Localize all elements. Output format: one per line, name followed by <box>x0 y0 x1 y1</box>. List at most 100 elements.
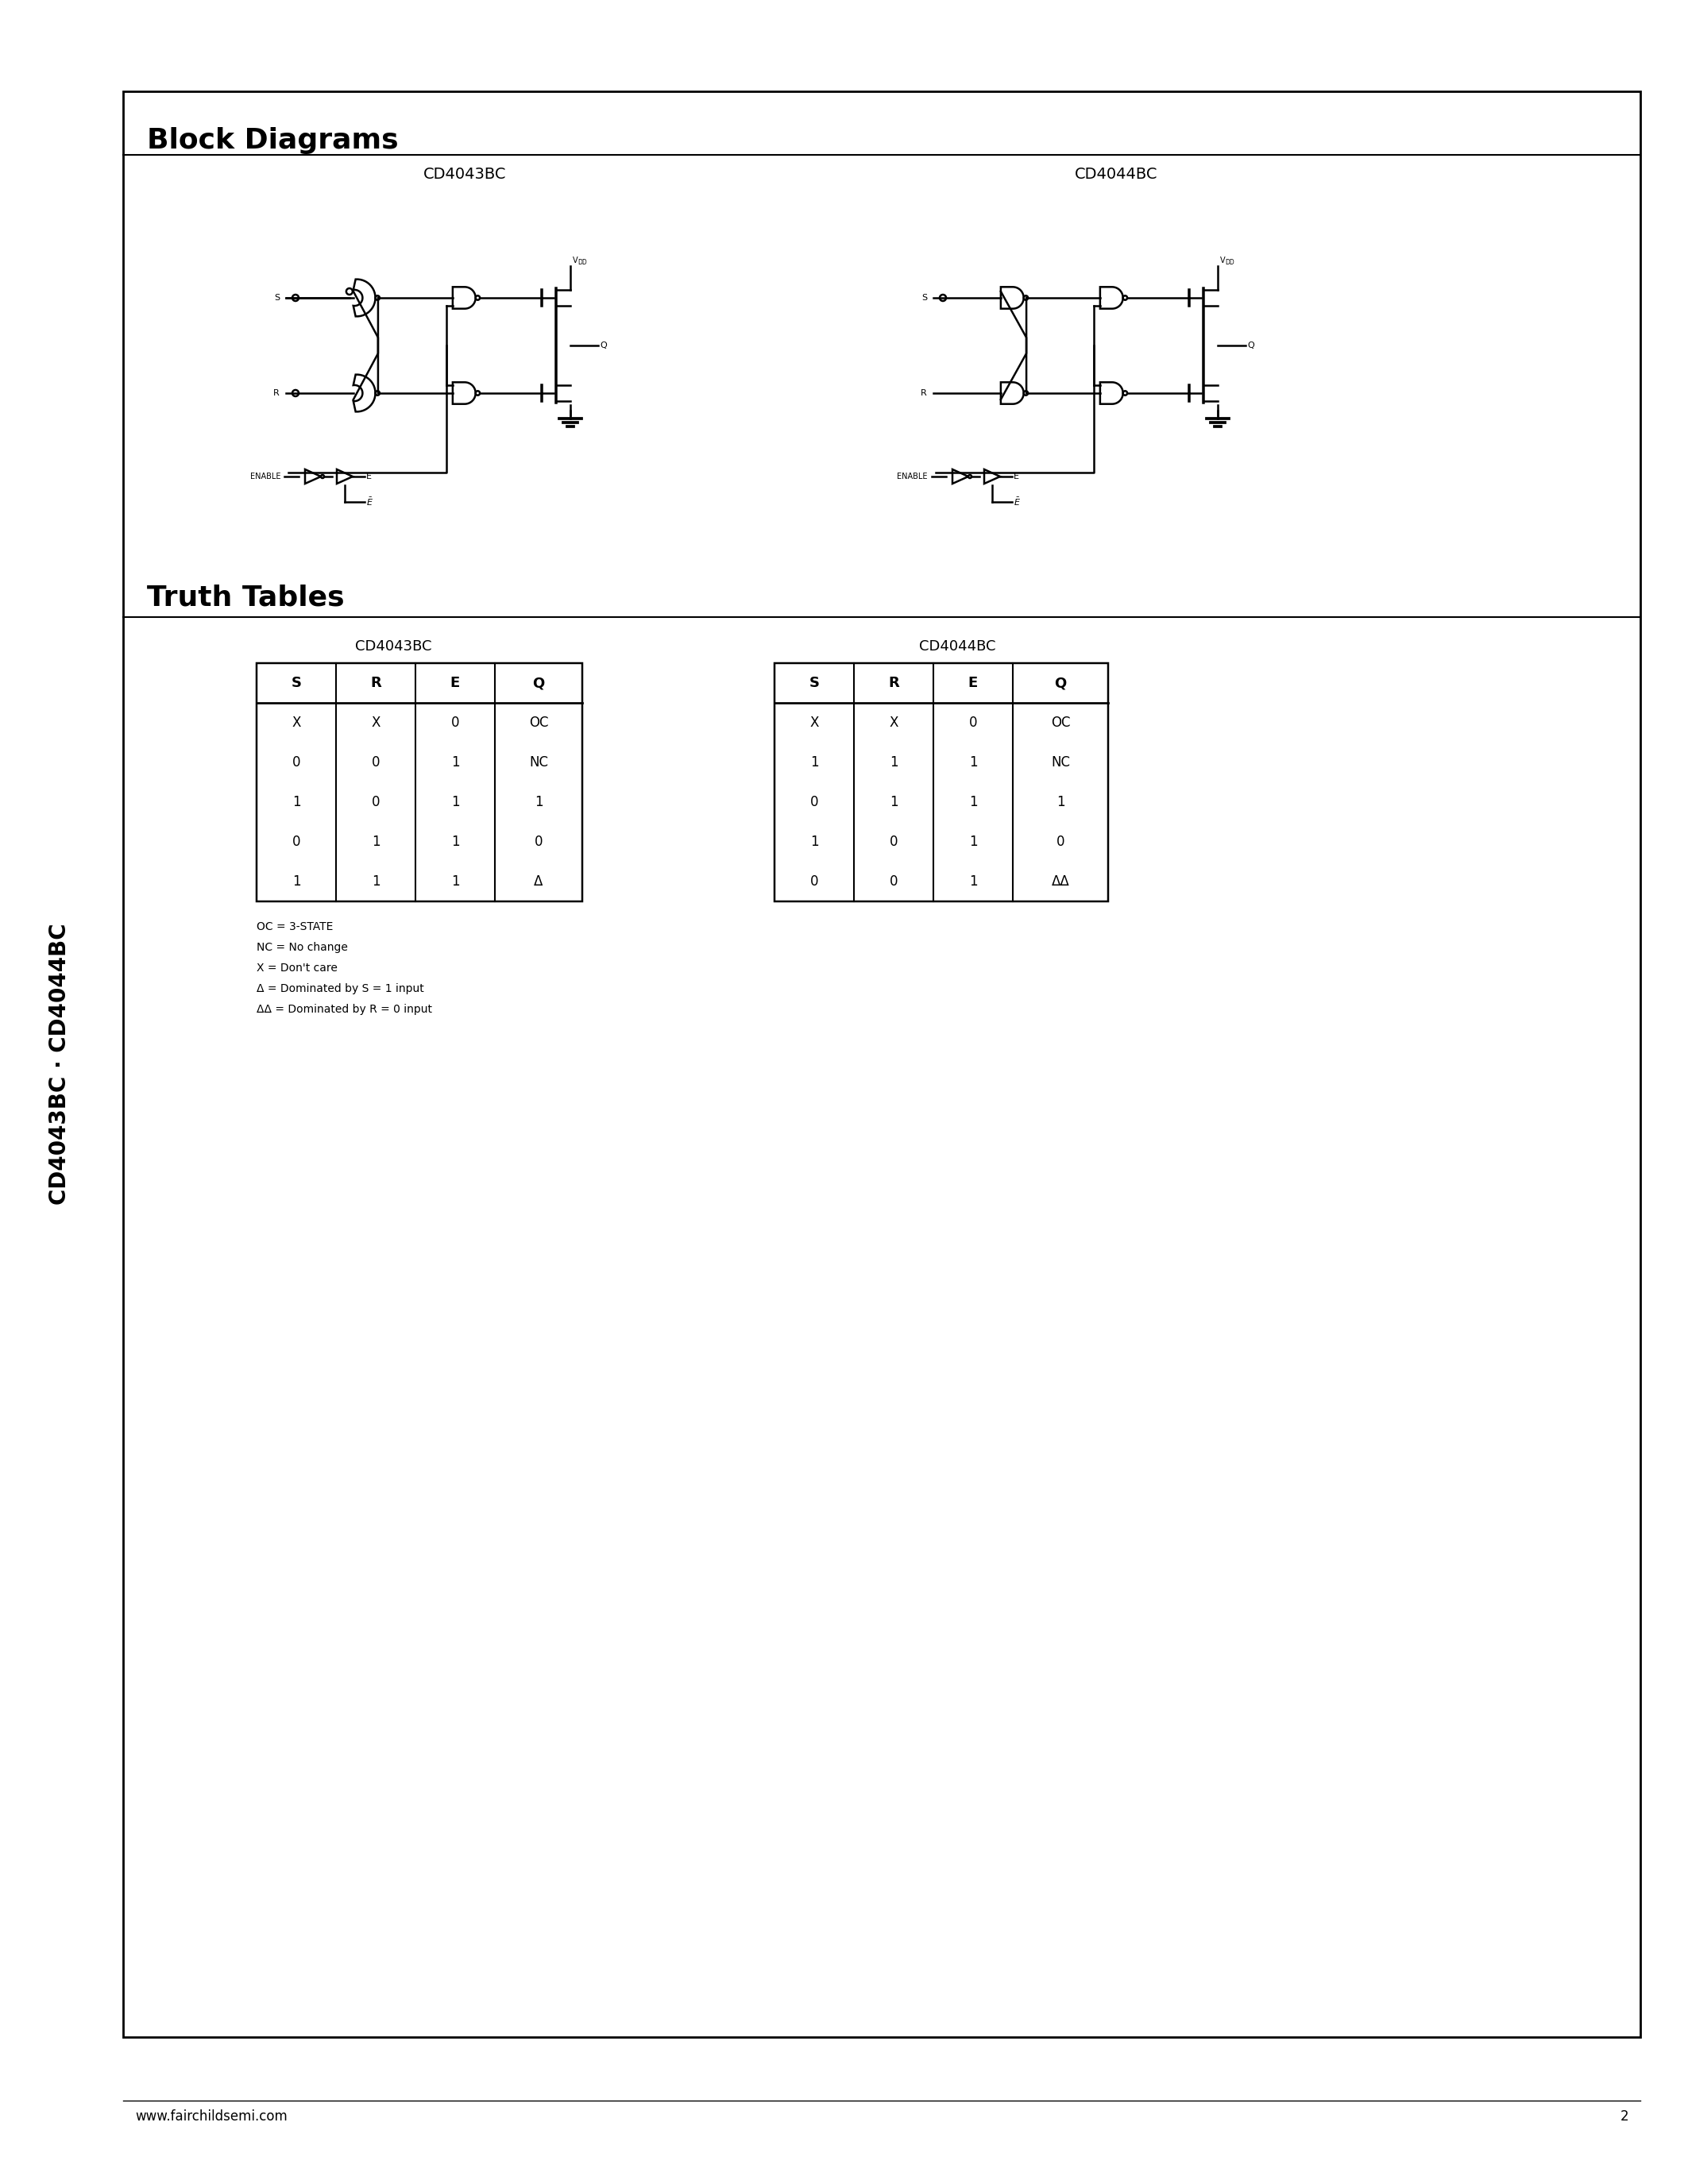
Text: 1: 1 <box>451 874 459 889</box>
Text: E: E <box>1013 472 1020 480</box>
Text: S: S <box>922 295 927 301</box>
Text: 0: 0 <box>1057 834 1065 850</box>
Text: 0: 0 <box>890 834 898 850</box>
Text: $\bar{E}$: $\bar{E}$ <box>1013 496 1021 507</box>
Bar <box>775 664 1107 902</box>
Text: 0: 0 <box>969 716 977 729</box>
Text: 1: 1 <box>969 795 977 810</box>
Text: CD4043BC: CD4043BC <box>424 166 506 181</box>
Polygon shape <box>952 470 969 483</box>
Circle shape <box>1023 295 1028 299</box>
Text: CD4043BC: CD4043BC <box>354 640 432 653</box>
Text: X = Don't care: X = Don't care <box>257 963 338 974</box>
Circle shape <box>375 391 380 395</box>
Text: S: S <box>273 295 280 301</box>
Text: V: V <box>1220 256 1225 264</box>
Text: X: X <box>371 716 380 729</box>
Circle shape <box>292 295 299 301</box>
Text: X: X <box>292 716 300 729</box>
Text: 1: 1 <box>292 795 300 810</box>
Text: OC = 3-STATE: OC = 3-STATE <box>257 922 333 933</box>
Text: 0: 0 <box>371 795 380 810</box>
Text: 0: 0 <box>535 834 544 850</box>
Text: 0: 0 <box>292 756 300 769</box>
Text: V: V <box>572 256 577 264</box>
Polygon shape <box>338 470 353 483</box>
Bar <box>123 92 1641 2038</box>
Text: 0: 0 <box>810 874 819 889</box>
Circle shape <box>375 295 380 299</box>
Text: 0: 0 <box>292 834 300 850</box>
Text: R: R <box>273 389 280 397</box>
Text: www.fairchildsemi.com: www.fairchildsemi.com <box>135 2110 287 2123</box>
Text: E: E <box>969 675 977 690</box>
Text: Δ: Δ <box>533 874 544 889</box>
Polygon shape <box>1001 382 1023 404</box>
Text: DD: DD <box>1225 260 1234 266</box>
Text: 1: 1 <box>969 834 977 850</box>
Text: X: X <box>810 716 819 729</box>
Circle shape <box>476 295 479 299</box>
Circle shape <box>1123 391 1128 395</box>
Text: CD4043BC · CD4044BC: CD4043BC · CD4044BC <box>49 924 71 1206</box>
Text: 1: 1 <box>451 834 459 850</box>
Text: Block Diagrams: Block Diagrams <box>147 127 398 155</box>
Text: NC: NC <box>1052 756 1070 769</box>
Text: 1: 1 <box>810 834 819 850</box>
Text: ENABLE: ENABLE <box>898 472 928 480</box>
Circle shape <box>1123 295 1128 299</box>
Polygon shape <box>1001 286 1023 308</box>
Circle shape <box>321 474 324 478</box>
Text: 1: 1 <box>969 756 977 769</box>
Text: OC: OC <box>528 716 549 729</box>
Text: Q: Q <box>532 675 545 690</box>
Text: ΔΔ: ΔΔ <box>1052 874 1070 889</box>
Text: 1: 1 <box>1057 795 1065 810</box>
Text: Q: Q <box>1055 675 1067 690</box>
Text: X: X <box>890 716 898 729</box>
Text: 1: 1 <box>451 795 459 810</box>
Bar <box>257 664 582 902</box>
Circle shape <box>940 295 945 301</box>
Text: R: R <box>922 389 927 397</box>
Polygon shape <box>452 286 476 308</box>
Text: CD4044BC: CD4044BC <box>1075 166 1158 181</box>
Text: ΔΔ = Dominated by R = 0 input: ΔΔ = Dominated by R = 0 input <box>257 1005 432 1016</box>
Text: CD4044BC: CD4044BC <box>918 640 996 653</box>
Text: $\bar{E}$: $\bar{E}$ <box>366 496 373 507</box>
Text: DD: DD <box>577 260 587 266</box>
Polygon shape <box>353 280 375 317</box>
Text: 0: 0 <box>371 756 380 769</box>
Text: R: R <box>888 675 900 690</box>
Text: OC: OC <box>1050 716 1070 729</box>
Text: Q: Q <box>1247 341 1254 349</box>
Polygon shape <box>452 382 476 404</box>
Text: Truth Tables: Truth Tables <box>147 583 344 612</box>
Polygon shape <box>1101 382 1123 404</box>
Text: 1: 1 <box>810 756 819 769</box>
Text: 2: 2 <box>1620 2110 1629 2123</box>
Text: 0: 0 <box>810 795 819 810</box>
Text: R: R <box>370 675 381 690</box>
Text: S: S <box>809 675 819 690</box>
Polygon shape <box>984 470 999 483</box>
Text: E: E <box>451 675 461 690</box>
Text: 1: 1 <box>890 756 898 769</box>
Circle shape <box>292 391 299 395</box>
Text: Δ = Dominated by S = 1 input: Δ = Dominated by S = 1 input <box>257 983 424 994</box>
Text: 0: 0 <box>890 874 898 889</box>
Circle shape <box>346 288 353 295</box>
Text: NC = No change: NC = No change <box>257 941 348 952</box>
Circle shape <box>476 391 479 395</box>
Text: Q: Q <box>599 341 606 349</box>
Polygon shape <box>1101 286 1123 308</box>
Polygon shape <box>353 376 375 411</box>
Text: 1: 1 <box>969 874 977 889</box>
Text: ENABLE: ENABLE <box>250 472 280 480</box>
Text: E: E <box>366 472 371 480</box>
Text: 1: 1 <box>890 795 898 810</box>
Text: NC: NC <box>528 756 549 769</box>
Text: S: S <box>290 675 302 690</box>
Polygon shape <box>306 470 321 483</box>
Text: 0: 0 <box>451 716 459 729</box>
